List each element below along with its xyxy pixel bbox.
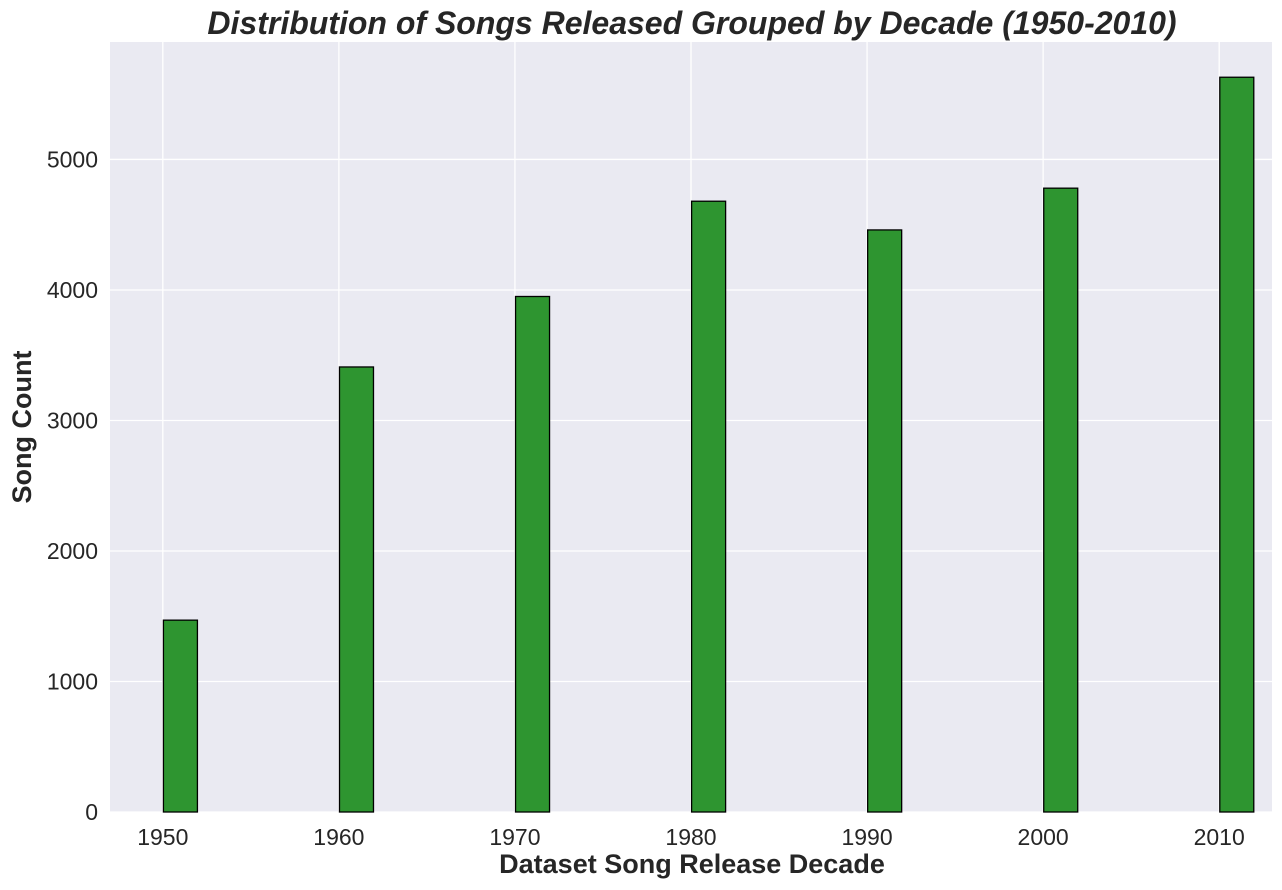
y-tick-label: 5000 [47, 146, 98, 172]
x-tick-labels: 1950 1960 1970 1980 1990 2000 2010 [137, 824, 1245, 850]
y-tick-labels: 0 1000 2000 3000 4000 5000 [47, 146, 98, 825]
bar-1980 [690, 200, 727, 813]
y-tick-label: 1000 [47, 668, 98, 694]
bar-1960 [338, 366, 375, 813]
chart-title: Distribution of Songs Released Grouped b… [207, 5, 1176, 41]
bar-2010 [1219, 76, 1255, 813]
y-tick-label: 4000 [47, 277, 98, 303]
x-axis-label: Dataset Song Release Decade [499, 849, 885, 879]
x-tick-label: 1990 [841, 824, 892, 850]
x-tick-label: 2010 [1194, 824, 1245, 850]
x-tick-label: 1950 [137, 824, 188, 850]
x-tick-label: 1960 [313, 824, 364, 850]
bars [162, 76, 1255, 813]
y-tick-label: 3000 [47, 407, 98, 433]
x-tick-label: 1970 [489, 824, 540, 850]
bar-1990 [867, 229, 903, 813]
bar-1950 [162, 619, 199, 813]
bar-1970 [514, 295, 551, 813]
x-tick-label: 1980 [665, 824, 716, 850]
y-axis-label: Song Count [7, 351, 37, 504]
x-tick-label: 2000 [1018, 824, 1069, 850]
bar-2000 [1043, 187, 1079, 813]
y-tick-label: 0 [85, 799, 98, 825]
y-tick-label: 2000 [47, 538, 98, 564]
